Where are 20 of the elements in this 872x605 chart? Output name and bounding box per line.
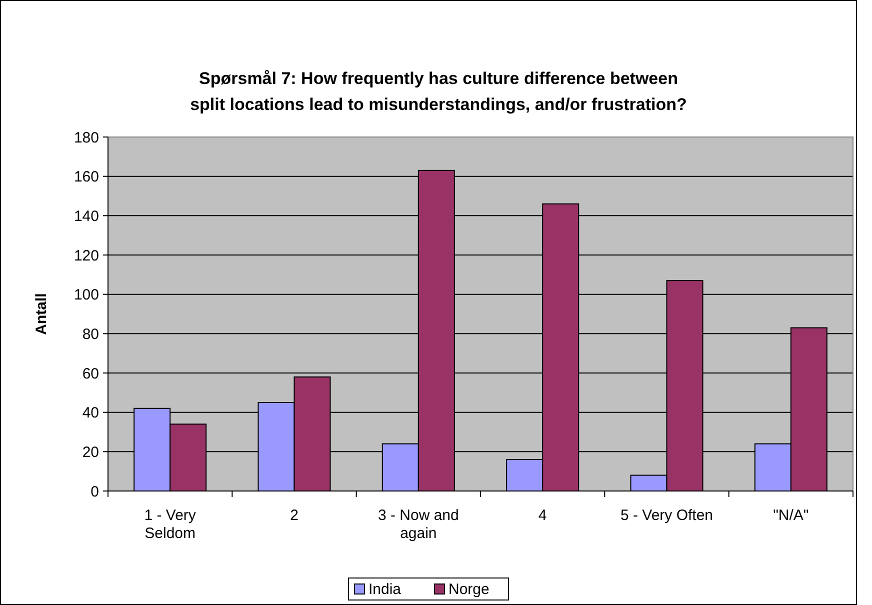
y-tick-label: 140 (74, 208, 99, 225)
y-tick-label: 0 (90, 483, 99, 500)
x-tick-label: 1 - Very Seldom (144, 507, 196, 542)
y-tick-label: 80 (82, 326, 99, 343)
legend-label: Norge (448, 581, 490, 598)
y-tick-label: 20 (82, 444, 99, 461)
y-tick-label: 40 (82, 404, 99, 422)
y-tick-label: 180 (74, 129, 99, 146)
legend-label: India (368, 581, 402, 598)
x-tick-label: 4 (538, 507, 547, 524)
x-tick-label: "N/A" (773, 507, 809, 524)
y-tick-label: 60 (82, 365, 99, 382)
y-tick-label: 160 (74, 168, 99, 186)
y-tick-label: 100 (74, 286, 99, 304)
x-tick-label: 2 (290, 507, 298, 524)
y-axis-title: Antall (33, 293, 50, 335)
y-tick-label: 120 (74, 247, 99, 264)
chart-title: Spørsmål 7: How frequently has culture difference between split locations lead to misunderstandings, and/or frustration? (190, 69, 687, 114)
x-tick-label: 3 - Now and again (378, 507, 459, 542)
x-tick-label: 5 - Very Often (620, 507, 714, 524)
